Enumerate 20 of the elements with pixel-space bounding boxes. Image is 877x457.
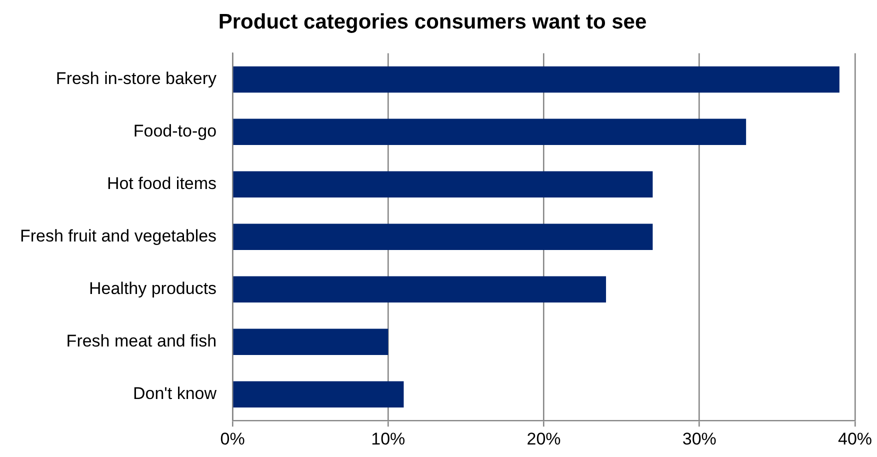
x-tick-label: 40% bbox=[838, 429, 872, 448]
y-tick-label: Hot food items bbox=[106, 174, 217, 194]
bar bbox=[233, 276, 606, 303]
y-tick-label: Healthy products bbox=[88, 279, 217, 298]
bar bbox=[233, 171, 653, 198]
x-tick-label: 30% bbox=[682, 429, 716, 448]
y-tick-label: Food-to-go bbox=[133, 122, 217, 141]
y-tick-label: Fresh in-store bakery bbox=[56, 69, 218, 88]
y-tick-label: Fresh meat and fish bbox=[66, 332, 217, 351]
bar bbox=[233, 381, 404, 408]
y-tick-label: Fresh fruit and vegetables bbox=[20, 226, 217, 246]
x-tick-label: 20% bbox=[526, 429, 561, 448]
chart-title: Product categories consumers want to see bbox=[218, 10, 647, 34]
y-tick-label: Don't know bbox=[132, 384, 218, 404]
bar bbox=[233, 328, 388, 355]
x-tick-label: 10% bbox=[371, 429, 406, 448]
x-tick-label: 0% bbox=[220, 429, 245, 448]
bar bbox=[233, 118, 746, 146]
bar bbox=[233, 66, 840, 93]
bar bbox=[233, 224, 653, 250]
